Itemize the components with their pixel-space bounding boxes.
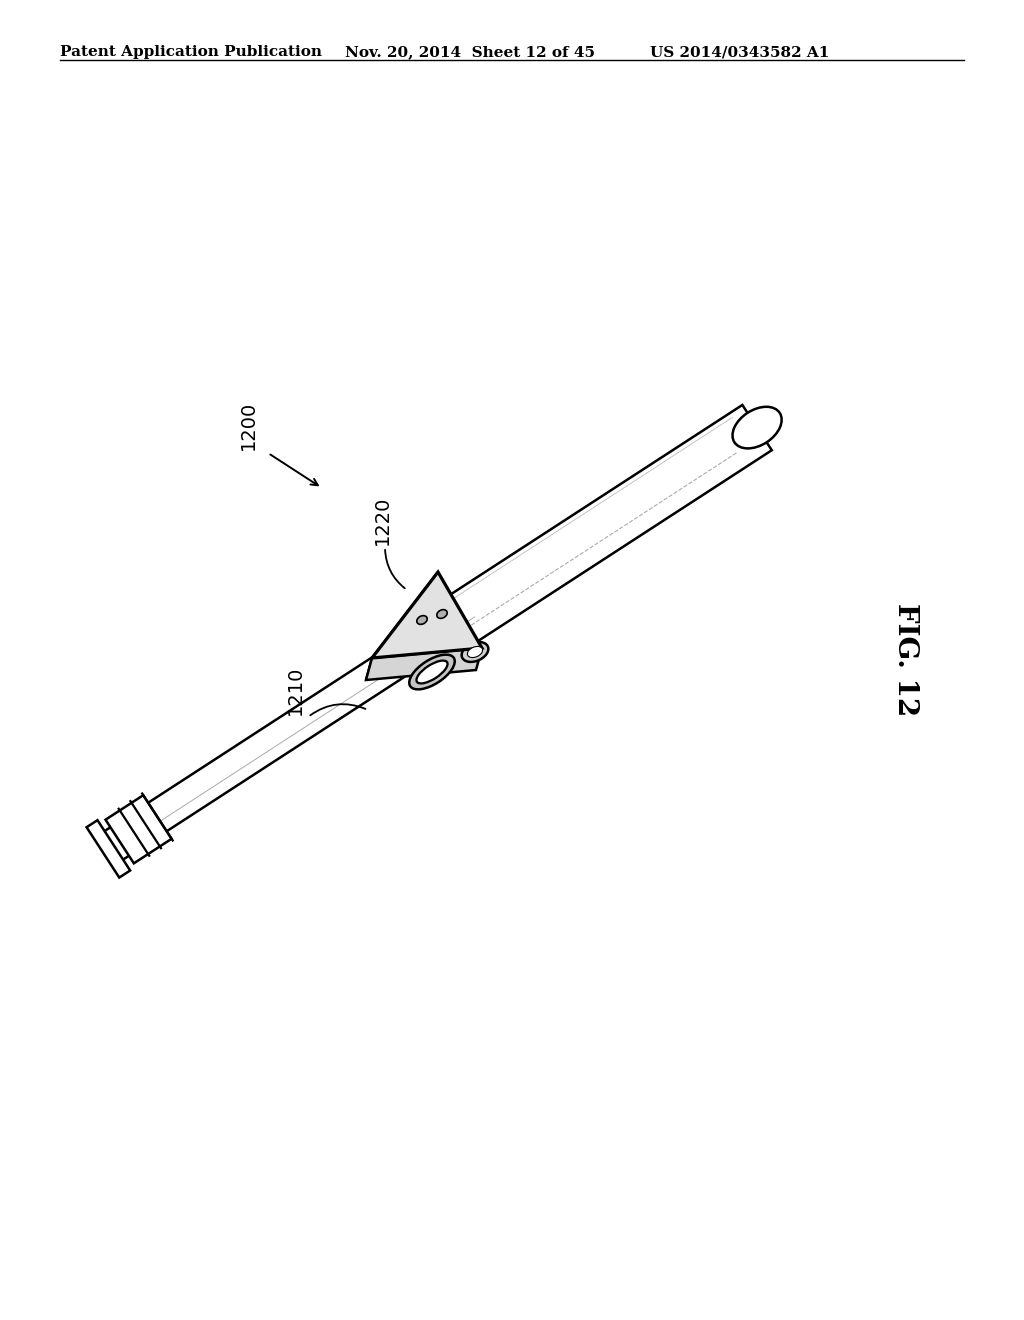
Polygon shape (98, 605, 473, 865)
FancyArrowPatch shape (385, 549, 404, 589)
Ellipse shape (437, 610, 447, 618)
Ellipse shape (410, 655, 455, 689)
Text: Patent Application Publication: Patent Application Publication (60, 45, 322, 59)
Text: Nov. 20, 2014  Sheet 12 of 45: Nov. 20, 2014 Sheet 12 of 45 (345, 45, 595, 59)
Text: 1220: 1220 (373, 495, 391, 545)
Text: US 2014/0343582 A1: US 2014/0343582 A1 (650, 45, 829, 59)
Polygon shape (372, 572, 482, 657)
Polygon shape (105, 795, 172, 863)
Polygon shape (366, 572, 438, 680)
Text: 1210: 1210 (286, 665, 304, 714)
Ellipse shape (417, 660, 447, 684)
Ellipse shape (467, 647, 482, 657)
Text: FIG. 12: FIG. 12 (892, 603, 919, 717)
Ellipse shape (732, 407, 781, 449)
Ellipse shape (417, 615, 427, 624)
Ellipse shape (462, 642, 488, 661)
Polygon shape (366, 648, 482, 680)
Polygon shape (402, 405, 772, 671)
Polygon shape (87, 820, 130, 878)
Text: 1200: 1200 (239, 400, 257, 450)
FancyArrowPatch shape (310, 704, 366, 715)
